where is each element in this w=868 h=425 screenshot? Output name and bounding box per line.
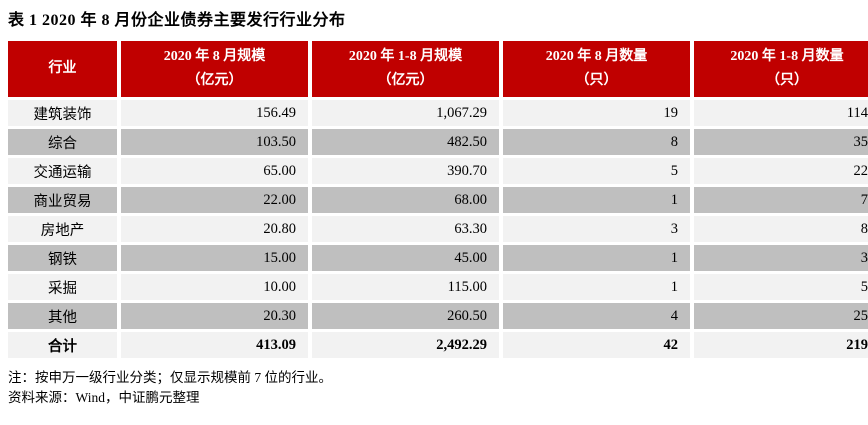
- industry-distribution-table: 行业 2020 年 8 月规模 （亿元） 2020 年 1-8 月规模 （亿元）…: [4, 38, 868, 361]
- table-title: 表 1 2020 年 8 月份企业债券主要发行行业分布: [8, 12, 346, 29]
- cell-industry: 采掘: [8, 274, 117, 300]
- cell-aug-count: 19: [503, 100, 690, 126]
- cell-total-label: 合计: [8, 332, 117, 358]
- note-classification: 注：按申万一级行业分类；仅显示规模前 7 位的行业。: [8, 370, 332, 385]
- report-page: 表 1 2020 年 8 月份企业债券主要发行行业分布 行业 2020 年 8 …: [4, 12, 868, 407]
- cell-ytd-scale: 482.50: [312, 129, 499, 155]
- header-ytd-count-label: 2020 年 1-8 月数量: [730, 48, 844, 64]
- cell-ytd-scale: 45.00: [312, 245, 499, 271]
- cell-ytd-count: 3: [694, 245, 868, 271]
- header-row: 行业 2020 年 8 月规模 （亿元） 2020 年 1-8 月规模 （亿元）…: [8, 41, 868, 97]
- table-row: 房地产 20.80 63.30 3 8: [8, 216, 868, 242]
- cell-total-aug-scale: 413.09: [121, 332, 308, 358]
- header-ytd-scale-unit: （亿元）: [377, 73, 434, 88]
- table-row: 综合 103.50 482.50 8 35: [8, 129, 868, 155]
- cell-ytd-scale: 260.50: [312, 303, 499, 329]
- cell-aug-scale: 156.49: [121, 100, 308, 126]
- cell-aug-count: 3: [503, 216, 690, 242]
- header-aug-scale: 2020 年 8 月规模 （亿元）: [121, 41, 308, 97]
- table-row: 交通运输 65.00 390.70 5 22: [8, 158, 868, 184]
- header-aug-count-label: 2020 年 8 月数量: [545, 48, 648, 64]
- cell-industry: 商业贸易: [8, 187, 117, 213]
- cell-aug-count: 1: [503, 245, 690, 271]
- cell-aug-scale: 22.00: [121, 187, 308, 213]
- cell-ytd-count: 25: [694, 303, 868, 329]
- cell-aug-scale: 10.00: [121, 274, 308, 300]
- cell-aug-count: 1: [503, 187, 690, 213]
- cell-total-ytd-count: 219: [694, 332, 868, 358]
- cell-industry: 其他: [8, 303, 117, 329]
- cell-ytd-scale: 390.70: [312, 158, 499, 184]
- table-row: 钢铁 15.00 45.00 1 3: [8, 245, 868, 271]
- cell-industry: 综合: [8, 129, 117, 155]
- header-aug-scale-label: 2020 年 8 月规模: [163, 48, 266, 64]
- cell-ytd-scale: 68.00: [312, 187, 499, 213]
- cell-aug-count: 1: [503, 274, 690, 300]
- table-row: 采掘 10.00 115.00 1 5: [8, 274, 868, 300]
- header-ytd-scale-label: 2020 年 1-8 月规模: [348, 48, 463, 64]
- cell-ytd-scale: 63.30: [312, 216, 499, 242]
- table-header: 行业 2020 年 8 月规模 （亿元） 2020 年 1-8 月规模 （亿元）…: [8, 41, 868, 97]
- cell-aug-count: 8: [503, 129, 690, 155]
- table-row: 建筑装饰 156.49 1,067.29 19 114: [8, 100, 868, 126]
- footnotes: 注：按申万一级行业分类；仅显示规模前 7 位的行业。 资料来源：Wind，中证鹏…: [8, 368, 860, 407]
- cell-ytd-scale: 115.00: [312, 274, 499, 300]
- cell-ytd-count: 7: [694, 187, 868, 213]
- header-ytd-count: 2020 年 1-8 月数量 （只）: [694, 41, 868, 97]
- cell-aug-scale: 65.00: [121, 158, 308, 184]
- cell-ytd-count: 35: [694, 129, 868, 155]
- cell-ytd-count: 114: [694, 100, 868, 126]
- cell-aug-count: 4: [503, 303, 690, 329]
- header-industry: 行业: [8, 41, 117, 97]
- cell-industry: 钢铁: [8, 245, 117, 271]
- cell-ytd-scale: 1,067.29: [312, 100, 499, 126]
- header-aug-count: 2020 年 8 月数量 （只）: [503, 41, 690, 97]
- header-ytd-count-unit: （只）: [766, 73, 808, 88]
- cell-aug-count: 5: [503, 158, 690, 184]
- cell-industry: 交通运输: [8, 158, 117, 184]
- cell-aug-scale: 20.30: [121, 303, 308, 329]
- cell-industry: 建筑装饰: [8, 100, 117, 126]
- cell-aug-scale: 20.80: [121, 216, 308, 242]
- cell-ytd-count: 8: [694, 216, 868, 242]
- table-row: 商业贸易 22.00 68.00 1 7: [8, 187, 868, 213]
- cell-ytd-count: 5: [694, 274, 868, 300]
- cell-total-ytd-scale: 2,492.29: [312, 332, 499, 358]
- table-total-row: 合计 413.09 2,492.29 42 219: [8, 332, 868, 358]
- table-body: 建筑装饰 156.49 1,067.29 19 114 综合 103.50 48…: [8, 100, 868, 358]
- header-aug-scale-unit: （亿元）: [186, 73, 243, 88]
- table-row: 其他 20.30 260.50 4 25: [8, 303, 868, 329]
- header-ytd-scale: 2020 年 1-8 月规模 （亿元）: [312, 41, 499, 97]
- cell-aug-scale: 103.50: [121, 129, 308, 155]
- header-industry-label: 行业: [48, 60, 77, 76]
- cell-industry: 房地产: [8, 216, 117, 242]
- cell-aug-scale: 15.00: [121, 245, 308, 271]
- note-source: 资料来源：Wind，中证鹏元整理: [8, 389, 200, 405]
- header-aug-count-unit: （只）: [575, 73, 618, 88]
- cell-total-aug-count: 42: [503, 332, 690, 358]
- cell-ytd-count: 22: [694, 158, 868, 184]
